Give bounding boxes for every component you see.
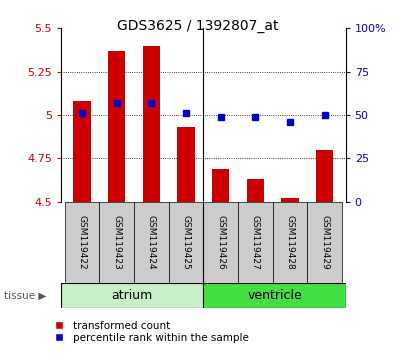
Legend: transformed count, percentile rank within the sample: transformed count, percentile rank withi… — [45, 316, 253, 347]
Bar — [307, 202, 342, 283]
Bar — [100, 202, 134, 283]
Text: GSM119428: GSM119428 — [286, 215, 295, 270]
Text: GSM119425: GSM119425 — [182, 215, 190, 270]
Bar — [212, 169, 229, 202]
Bar — [65, 202, 100, 283]
Bar — [143, 46, 160, 202]
Bar — [169, 202, 203, 283]
Text: ventricle: ventricle — [247, 289, 302, 302]
Text: GSM119426: GSM119426 — [216, 215, 225, 270]
Text: GSM119424: GSM119424 — [147, 215, 156, 270]
Text: GDS3625 / 1392807_at: GDS3625 / 1392807_at — [117, 19, 278, 34]
Bar — [177, 127, 195, 202]
Text: atrium: atrium — [112, 289, 153, 302]
Text: tissue ▶: tissue ▶ — [4, 291, 46, 301]
Bar — [61, 283, 203, 308]
Text: GSM119422: GSM119422 — [77, 215, 87, 270]
Bar — [134, 202, 169, 283]
Bar — [247, 179, 264, 202]
Bar — [282, 198, 299, 202]
Bar — [203, 283, 346, 308]
Bar — [73, 101, 91, 202]
Bar — [203, 202, 238, 283]
Bar — [273, 202, 307, 283]
Text: GSM119427: GSM119427 — [251, 215, 260, 270]
Text: GSM119423: GSM119423 — [112, 215, 121, 270]
Text: GSM119429: GSM119429 — [320, 215, 329, 270]
Bar — [316, 150, 333, 202]
Bar — [238, 202, 273, 283]
Bar — [108, 51, 125, 202]
